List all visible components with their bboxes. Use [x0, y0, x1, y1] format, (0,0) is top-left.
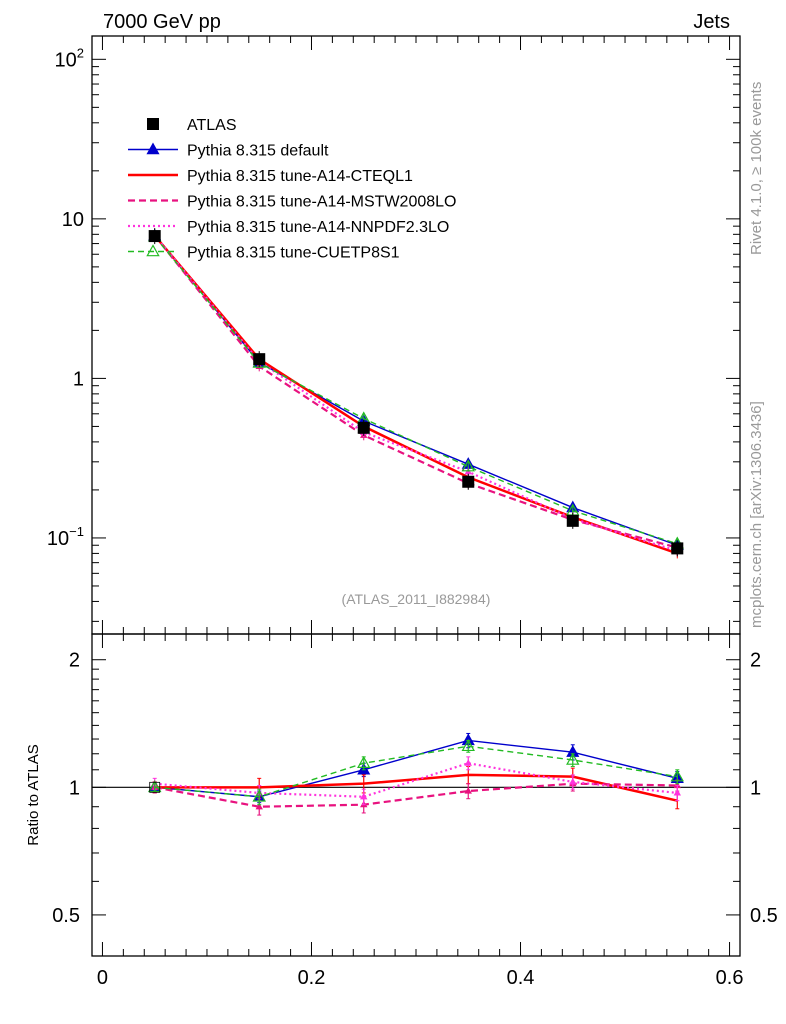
legend-label: Pythia 8.315 tune-A14-NNPDF2.3LO [187, 219, 449, 236]
main-series-line-0 [154, 235, 678, 546]
x-tick-label: 0 [97, 967, 108, 989]
ratio-series-line-1 [154, 773, 678, 802]
ratio-series-marker [566, 752, 580, 765]
rivet-version-label: Rivet 4.1.0, ≥ 100k events [748, 82, 765, 255]
legend-label: Pythia 8.315 tune-CUETP8S1 [187, 245, 400, 262]
ratio-series-marker [464, 787, 472, 794]
x-tick-label: 0.6 [716, 967, 744, 989]
legend-marker [146, 142, 160, 155]
ratio-series-marker [147, 780, 162, 793]
ratio-axis-ticks: 2 2 1 1 0.5 0.5 0 0.2 0.4 0.6 [52, 634, 778, 989]
ratio-y-tick-label-left: 0.5 [52, 905, 80, 927]
header-energy-label: 7000 GeV pp [103, 11, 221, 33]
main-y-tick-label: 102 [55, 45, 84, 71]
main-y-tick-label-base: 10 [62, 209, 84, 231]
main-series-line-2 [153, 234, 678, 549]
main-series-line-4 [154, 236, 678, 545]
legend: ATLAS Pythia 8.315 default Pythia 8.315 tu… [128, 117, 456, 262]
atlas-data-point [566, 514, 579, 527]
main-series-line-1 [153, 234, 678, 555]
ratio-series-marker [569, 777, 577, 785]
analysis-reference: (ATLAS_2011_I882984) [342, 591, 491, 607]
ratio-series-marker [464, 759, 472, 766]
ratio-y-axis-label: Ratio to ATLAS [25, 744, 42, 845]
ratio-series-marker [252, 789, 266, 802]
ratio-series-group [147, 732, 685, 816]
main-y-tick-label: 10 [62, 209, 84, 231]
main-y-tick-label: 10−1 [47, 524, 84, 550]
atlas-data-points [148, 228, 684, 557]
atlas-data-point [148, 230, 161, 243]
ratio-series-marker [360, 792, 368, 800]
main-series-marker [461, 459, 475, 472]
ratio-series-marker [673, 788, 681, 796]
ratio-series-marker [357, 755, 371, 769]
header-observable-label: Jets [693, 11, 730, 33]
atlas-data-point [357, 421, 370, 434]
main-series-group [147, 228, 685, 559]
ratio-y-tick-label-left: 1 [69, 777, 80, 799]
ratio-series-line-0 [154, 739, 678, 798]
x-tick-label: 0.4 [507, 967, 535, 989]
ratio-y-tick-label-right: 1 [750, 777, 761, 799]
x-tick-label: 0.2 [298, 967, 326, 989]
atlas-data-point [462, 475, 475, 488]
ratio-panel-frame [91, 633, 741, 957]
legend-marker [146, 244, 160, 257]
ratio-series-line-2 [154, 782, 678, 808]
legend-atlas-marker [147, 118, 159, 130]
main-y-tick-label-exponent: 2 [77, 45, 84, 60]
ratio-data-point [149, 781, 161, 793]
atlas-data-point [671, 542, 684, 555]
ratio-series-marker [670, 769, 685, 782]
legend-label: Pythia 8.315 tune-A14-MSTW2008LO [187, 194, 456, 211]
ratio-y-tick-label-left: 2 [69, 650, 80, 672]
main-y-tick-label-base: 10 [47, 528, 69, 550]
main-y-tick-label-base: 1 [73, 368, 84, 390]
legend-label: ATLAS [187, 117, 237, 134]
main-y-tick-label-exponent: −1 [69, 524, 84, 539]
ratio-series-marker [255, 802, 263, 810]
ratio-series-line-4 [154, 745, 678, 798]
ratio-series-marker [461, 739, 475, 752]
ratio-y-tick-label-right: 0.5 [750, 905, 778, 927]
ratio-y-tick-label-right: 2 [750, 650, 761, 672]
main-y-tick-label-base: 10 [55, 49, 77, 71]
atlas-data-point [253, 353, 266, 366]
legend-label: Pythia 8.315 default [187, 143, 329, 160]
main-y-tick-label: 1 [73, 368, 84, 390]
legend-label: Pythia 8.315 tune-A14-CTEQL1 [187, 168, 413, 185]
mcplots-label: mcplots.cern.ch [arXiv:1306.3436] [748, 401, 765, 628]
main-series-line-3 [153, 234, 678, 552]
